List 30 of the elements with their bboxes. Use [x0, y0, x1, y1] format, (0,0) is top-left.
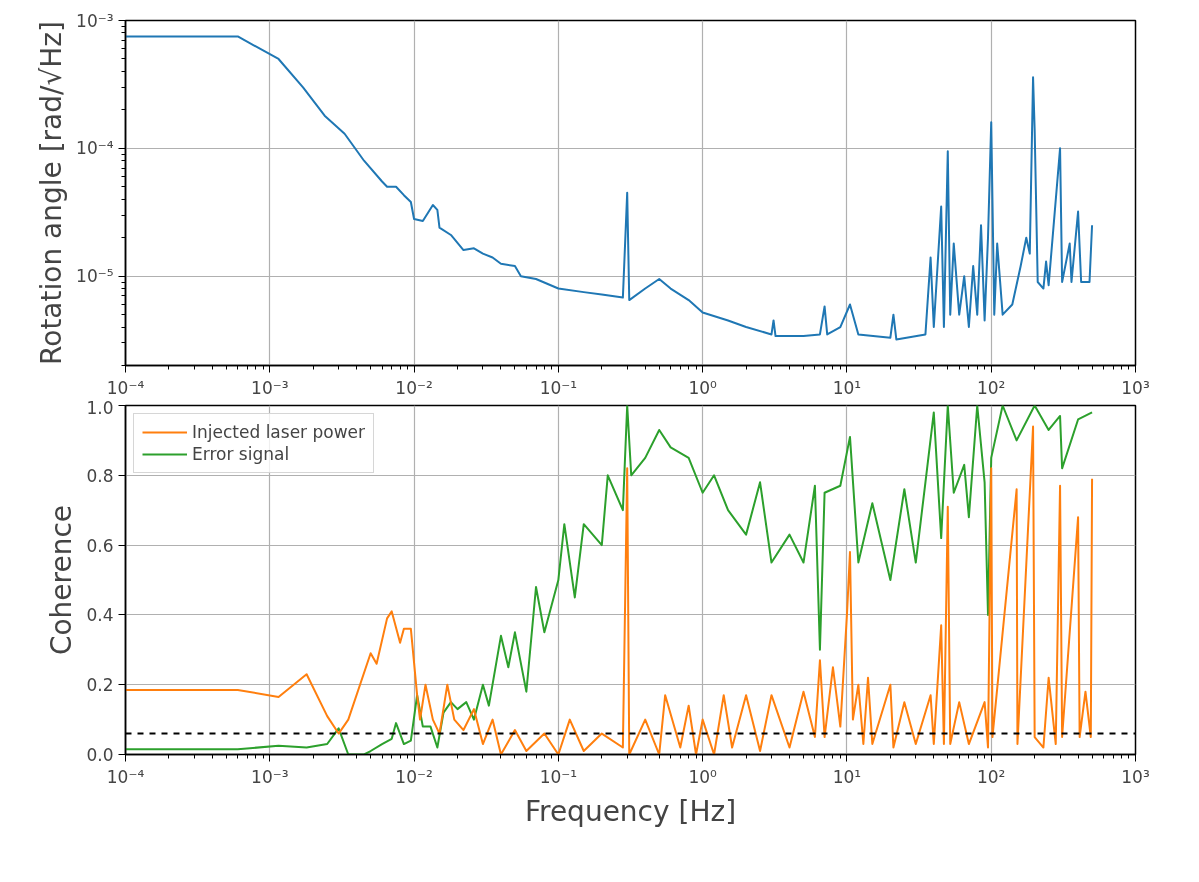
y-tick-label: 0.2	[86, 675, 114, 696]
y-tick-label: 10⁻³	[76, 10, 114, 31]
x-tick-label: 10²	[976, 766, 1006, 787]
y-tick-label: 10⁻⁴	[76, 138, 114, 159]
y-tick-label: 0.4	[86, 605, 114, 626]
x-tick-label: 10⁻⁴	[106, 766, 145, 787]
y-tick-label: 10⁻⁵	[76, 266, 114, 287]
x-tick-label: 10²	[976, 377, 1006, 398]
y-tick-label: 1.0	[86, 397, 114, 418]
x-tick-label: 10⁻³	[251, 377, 289, 398]
x-tick-label: 10⁰	[688, 377, 718, 398]
x-tick-label: 10¹	[832, 766, 862, 787]
y-axis-title: Coherence	[45, 504, 79, 656]
y-tick-label: 0.8	[86, 465, 114, 486]
x-tick-label: 10¹	[832, 377, 862, 398]
y-tick-label: 0.6	[86, 535, 114, 556]
x-tick-label: 10⁰	[688, 766, 718, 787]
x-tick-label: 10⁻¹	[539, 766, 578, 787]
x-tick-label: 10⁻³	[251, 766, 289, 787]
x-tick-label: 10⁻⁴	[106, 377, 145, 398]
y-axis-title: Rotation angle [rad/√Hz]	[35, 21, 69, 365]
x-tick-label: 10³	[1121, 377, 1150, 398]
x-tick-label: 10⁻²	[395, 377, 433, 398]
legend-label: Error signal	[192, 444, 290, 464]
x-tick-label: 10⁻¹	[539, 377, 578, 398]
y-tick-label: 0.0	[86, 745, 114, 765]
legend-label: Injected laser power	[192, 422, 366, 442]
x-tick-label: 10⁻²	[395, 766, 433, 787]
x-tick-label: 10³	[1121, 766, 1150, 787]
x-axis-title: Frequency [Hz]	[524, 794, 737, 828]
